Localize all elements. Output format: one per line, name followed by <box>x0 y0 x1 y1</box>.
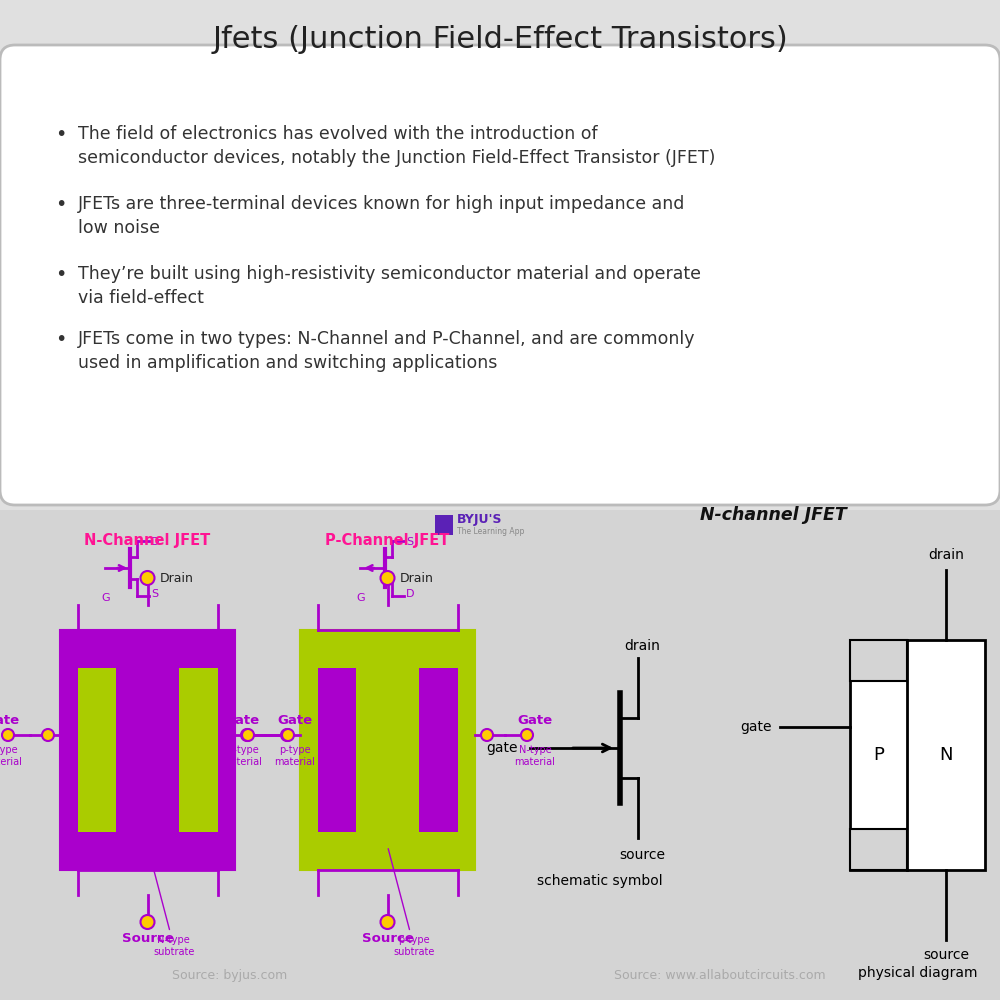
Text: D: D <box>406 589 414 599</box>
Bar <box>0 510 1000 1000</box>
Text: N-type
subtrate: N-type subtrate <box>148 849 194 957</box>
Circle shape <box>241 729 253 741</box>
Text: The field of electronics has evolved with the introduction of
semiconductor devi: The field of electronics has evolved wit… <box>78 125 715 167</box>
Text: Gate: Gate <box>0 714 20 727</box>
Text: Source: Source <box>122 932 173 945</box>
Circle shape <box>282 729 294 741</box>
Text: Drain: Drain <box>400 572 433 584</box>
Text: The Learning App: The Learning App <box>457 528 524 536</box>
Text: source: source <box>619 848 665 862</box>
Bar <box>435 515 453 535</box>
Circle shape <box>521 729 533 741</box>
Text: Gate: Gate <box>224 714 260 727</box>
Bar <box>850 829 907 870</box>
Text: p-type
material: p-type material <box>275 745 315 767</box>
Text: S: S <box>151 589 158 599</box>
Bar <box>0 0 1000 510</box>
Text: JFETs come in two types: N-Channel and P-Channel, and are commonly
used in ampli: JFETs come in two types: N-Channel and P… <box>78 330 696 372</box>
Text: •: • <box>55 195 66 214</box>
Text: G: G <box>101 593 110 603</box>
Text: Drain: Drain <box>160 572 193 584</box>
Bar <box>318 668 356 832</box>
Text: Jfets (Junction Field-Effect Transistors): Jfets (Junction Field-Effect Transistors… <box>212 25 788 54</box>
Text: p-type
material: p-type material <box>0 745 22 767</box>
Text: N-Channel JFET: N-Channel JFET <box>84 532 211 548</box>
Text: gate: gate <box>486 741 518 755</box>
Circle shape <box>481 729 493 741</box>
Circle shape <box>380 915 394 929</box>
Text: •: • <box>55 330 66 349</box>
Text: JFETs are three-terminal devices known for high input impedance and
low noise: JFETs are three-terminal devices known f… <box>78 195 685 237</box>
Text: Source: www.allaboutcircuits.com: Source: www.allaboutcircuits.com <box>614 969 826 982</box>
Text: Source: Source <box>362 932 413 945</box>
Text: schematic symbol: schematic symbol <box>537 874 663 888</box>
Text: p-type
subtrate: p-type subtrate <box>388 849 434 957</box>
Bar <box>179 668 218 832</box>
Circle shape <box>2 729 14 741</box>
Bar <box>850 640 907 681</box>
Text: Gate: Gate <box>517 714 553 727</box>
Text: They’re built using high-resistivity semiconductor material and operate
via fiel: They’re built using high-resistivity sem… <box>78 265 701 307</box>
Text: BYJU'S: BYJU'S <box>457 514 503 526</box>
Text: D: D <box>151 537 159 547</box>
Text: Gate: Gate <box>277 714 313 727</box>
Text: drain: drain <box>624 639 660 653</box>
Text: Source: byjus.com: Source: byjus.com <box>172 969 288 982</box>
Text: N-type
material: N-type material <box>515 745 555 767</box>
Bar <box>300 630 475 870</box>
Text: physical diagram: physical diagram <box>858 966 977 980</box>
Text: S: S <box>406 537 413 547</box>
Text: •: • <box>55 125 66 144</box>
Text: G: G <box>356 593 365 603</box>
FancyBboxPatch shape <box>0 45 1000 505</box>
Bar <box>78 668 116 832</box>
Bar <box>419 668 458 832</box>
Text: P-Channel JFET: P-Channel JFET <box>325 532 450 548</box>
Bar <box>850 640 985 870</box>
Circle shape <box>140 915 154 929</box>
Text: N-channel JFET: N-channel JFET <box>700 506 847 524</box>
Circle shape <box>42 729 54 741</box>
Bar <box>60 630 235 870</box>
Text: •: • <box>55 265 66 284</box>
Text: P: P <box>873 746 884 764</box>
Text: N-type
material: N-type material <box>222 745 262 767</box>
Circle shape <box>242 729 254 741</box>
Circle shape <box>281 729 293 741</box>
Circle shape <box>380 571 394 585</box>
Text: gate: gate <box>740 720 772 734</box>
Text: N: N <box>939 746 953 764</box>
Text: source: source <box>923 948 969 962</box>
Text: drain: drain <box>928 548 964 562</box>
Circle shape <box>140 571 154 585</box>
